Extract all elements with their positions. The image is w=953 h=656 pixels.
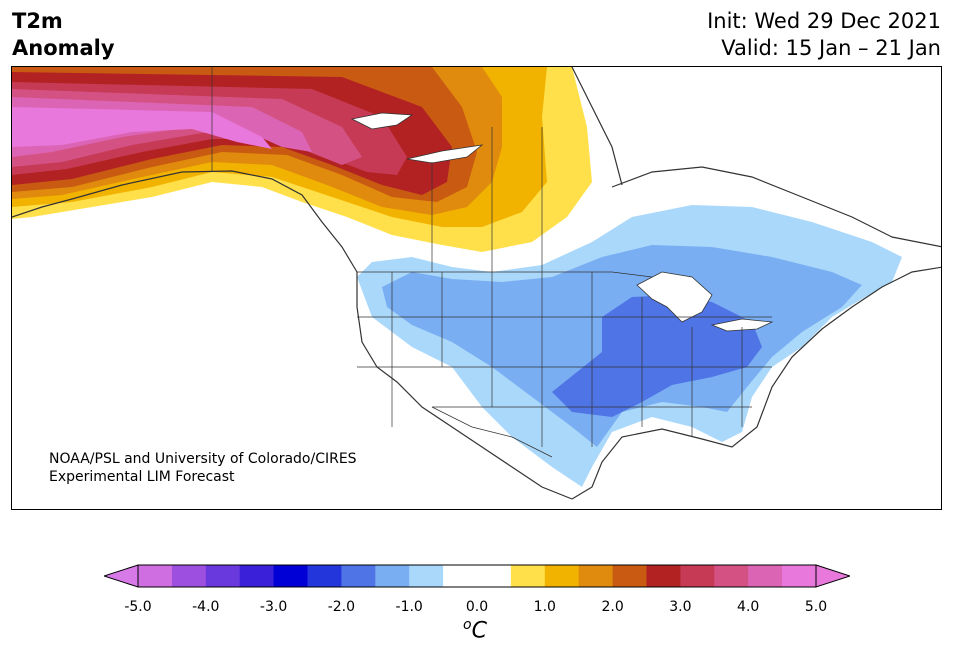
colorbar-segment [748,565,783,587]
units-sup: o [463,617,472,633]
units-label: oC [463,617,487,643]
colorbar-extend-low [104,564,139,588]
title-line-2: Anomaly [12,36,115,60]
colorbar-segment [782,565,817,587]
colorbar-segment [171,565,207,587]
great-slave-lake [350,112,414,130]
date-info: Init: Wed 29 Dec 2021 Valid: 15 Jan – 21… [707,8,941,62]
colorbar-segment [680,565,715,587]
colorbar-tick-label: -2.0 [327,599,356,615]
colorbar-segment [612,565,647,587]
colorbar-tick-label: -1.0 [395,599,423,615]
colorbar-segment [205,565,241,587]
colorbar-segment [273,565,308,587]
colorbar-segment [443,565,478,587]
valid-dates: Valid: 15 Jan – 21 Jan [721,36,941,60]
title-line-1: T2m [12,9,63,33]
colorbar [104,564,850,588]
great-lakes [636,271,774,332]
anomaly-map [11,66,942,510]
colorbar-segment [646,565,681,587]
colorbar-extend-high [815,564,850,588]
colorbar-segment [375,565,410,587]
map-canvas [12,67,941,500]
init-date: Init: Wed 29 Dec 2021 [707,9,941,33]
colorbar-tick-label: 2.0 [601,599,624,615]
colorbar-tick-label: -3.0 [259,599,288,615]
map-title: T2m Anomaly [12,8,115,62]
colorbar-tick-label: 1.0 [533,599,556,615]
colorbar-segment [138,565,173,587]
colorbar-segment [307,565,342,587]
credit-text: NOAA/PSL and University of Colorado/CIRE… [49,450,357,486]
colorbar-tick-label: 4.0 [737,599,760,615]
colorbar-segment [544,565,580,587]
colorbar-segment [341,565,376,587]
colorbar-segment [239,565,275,587]
lake-winnipeg-region [406,144,484,164]
colorbar-tick-label: -4.0 [192,599,220,615]
credit-line-2: Experimental LIM Forecast [49,469,235,485]
anomaly-warm-9 [12,107,272,149]
colorbar-tick-label: 3.0 [669,599,692,615]
colorbar-segment [477,565,512,587]
colorbar-segment [714,565,749,587]
units-base: C [471,618,487,644]
colorbar-tick-label: 5.0 [804,599,828,615]
colorbar-tick-label: -5.0 [124,599,152,615]
colorbar-segment [510,565,546,587]
anomaly-cold-3 [552,295,762,417]
colorbar-segment [578,565,614,587]
colorbar-tick-label: 0.0 [465,599,489,615]
credit-line-1: NOAA/PSL and University of Colorado/CIRE… [49,451,357,467]
political-borders [211,67,772,458]
colorbar-segment [409,565,444,587]
colorbar-frame [137,564,817,588]
